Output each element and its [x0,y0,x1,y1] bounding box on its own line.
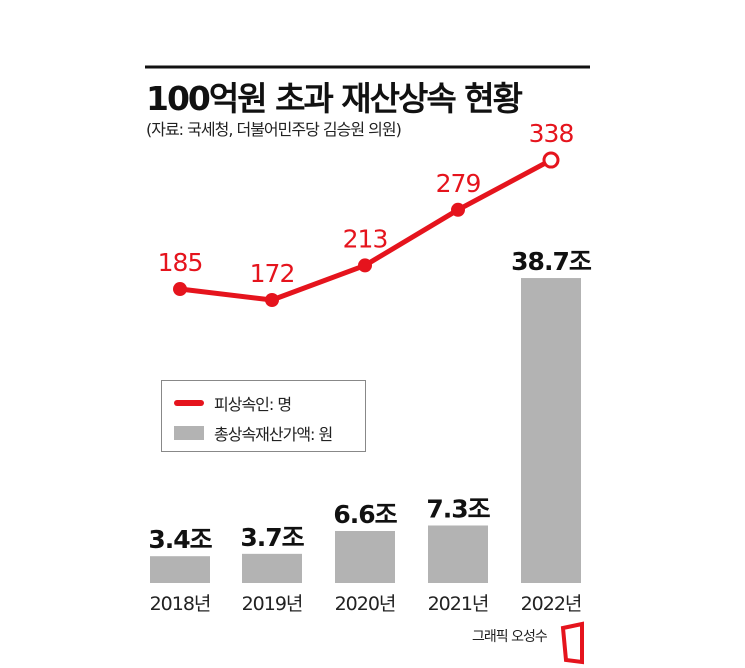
line-value-label: 172 [250,259,295,288]
line-point [358,258,372,273]
line-value-label: 338 [529,119,574,148]
bar-value-label: 3.4조 [148,525,212,554]
line-value-label: 185 [158,248,203,277]
bar [428,525,488,583]
x-tick-label: 2019년 [242,593,303,615]
legend-bar-label: 총상속재산가액: 원 [214,425,333,444]
bar [242,553,302,583]
bar-value-label: 38.7조 [511,247,592,276]
line-value-label: 279 [436,169,481,198]
line-point [173,282,187,297]
legend-item-bar: 총상속재산가액: 원 [174,421,333,445]
chart-title: 100억원 초과 재산상속 현황 [146,79,523,118]
legend-item-line: 피상속인: 명 [174,391,292,415]
bar-value-label: 7.3조 [426,494,490,523]
x-tick-label: 2018년 [150,593,211,615]
x-tick-label: 2022년 [521,593,582,615]
credit: 그래픽 오성수 [472,629,548,645]
x-tick-label: 2020년 [335,593,396,615]
legend-bar-swatch [174,426,204,440]
x-tick-label: 2021년 [428,593,489,615]
line-value-label: 213 [343,224,388,253]
bar [335,530,395,583]
line-point [451,202,465,217]
bar [521,278,581,583]
line-point [265,293,279,307]
chart-source: (자료: 국세청, 더불어민주당 김승원 의원) [146,120,402,139]
legend-line-label: 피상속인: 명 [214,395,292,414]
bar [150,556,210,583]
bar-value-label: 6.6조 [333,500,397,529]
bar-value-label: 3.7조 [240,523,304,552]
line-point [542,151,560,169]
legend-line-swatch [174,400,204,406]
legend: 피상속인: 명 총상속재산가액: 원 [161,380,366,452]
credit-logo-icon [560,621,584,665]
